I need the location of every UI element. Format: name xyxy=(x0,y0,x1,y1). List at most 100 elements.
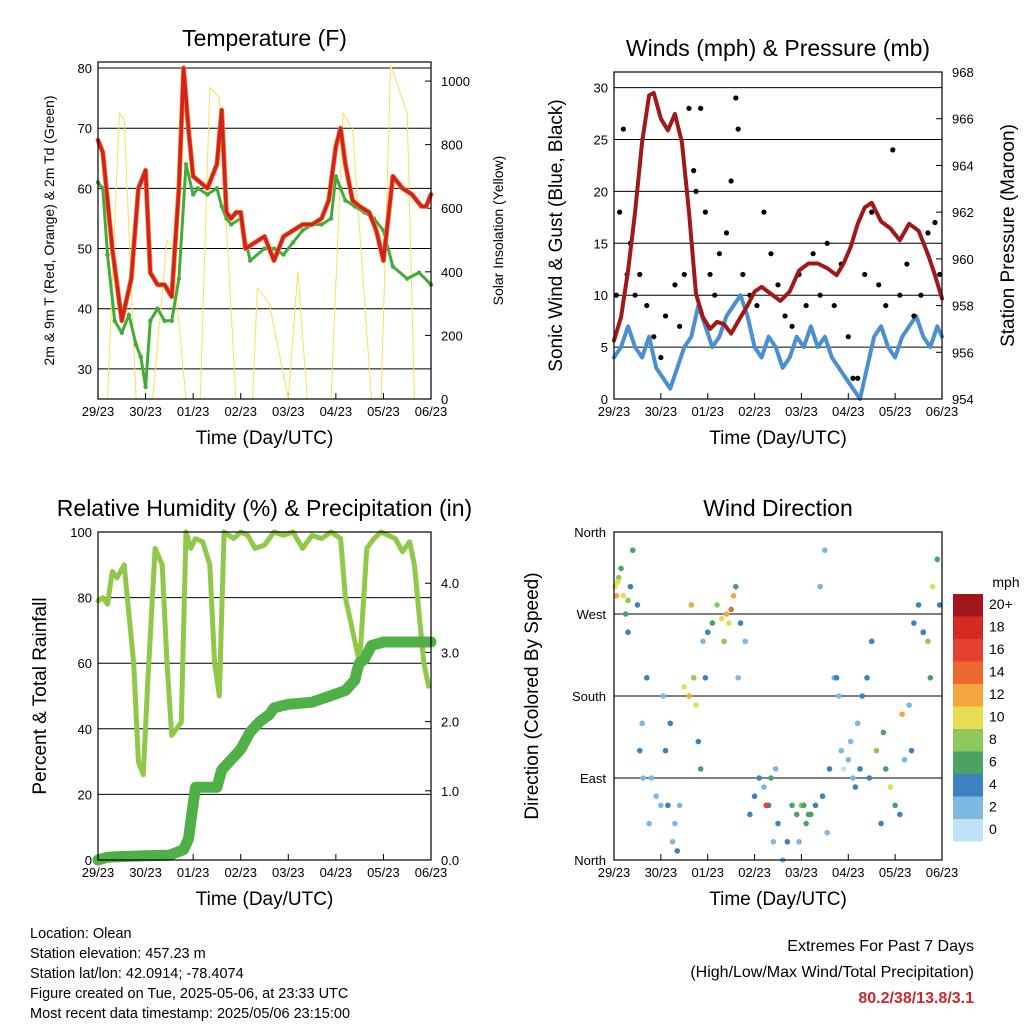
x-tick-label: 04/23 xyxy=(320,404,353,419)
x-tick-label: 03/23 xyxy=(785,865,818,880)
direction-point xyxy=(723,611,730,617)
winds-panel: Winds (mph) & Pressure (mb) 29/23 30/23 01/… xyxy=(546,35,1019,449)
gust-point xyxy=(904,261,910,267)
x-tick-label: 01/23 xyxy=(177,404,210,419)
direction-point xyxy=(845,756,852,763)
chart-title: Winds (mph) & Pressure (mb) xyxy=(626,35,930,61)
gust-point xyxy=(613,292,619,298)
gust-point xyxy=(702,209,708,215)
dewpoint-point xyxy=(155,306,160,311)
plot-frame xyxy=(97,531,432,861)
y-tick-label: 60 xyxy=(78,181,92,196)
x-tick-label: 05/23 xyxy=(879,404,912,419)
gust-point xyxy=(662,313,669,319)
y-tick-label: South xyxy=(572,689,606,704)
x-tick-label: 30/23 xyxy=(129,404,162,419)
figure-created: Figure created on Tue, 2025-05-06, at 23… xyxy=(30,986,349,1002)
direction-point xyxy=(751,793,758,800)
x-tick-label: 04/23 xyxy=(832,865,865,880)
x-tick-label: 30/23 xyxy=(129,865,162,880)
direction-point xyxy=(702,674,709,681)
legend-label: 2 xyxy=(989,799,997,815)
x-tick-label: 06/23 xyxy=(926,865,959,880)
legend-label: 8 xyxy=(989,731,997,747)
dewpoint-point xyxy=(416,270,422,275)
x-tick-label: 02/23 xyxy=(738,865,771,880)
direction-point xyxy=(693,702,699,708)
y-tick-label: 5 xyxy=(601,340,608,355)
gust-point xyxy=(672,282,678,288)
dewpoint-point xyxy=(271,246,277,251)
y-right-tick-label: 956 xyxy=(952,345,974,360)
legend-label: 18 xyxy=(989,619,1005,635)
direction-point xyxy=(613,592,620,599)
direction-point xyxy=(929,583,936,590)
gust-point xyxy=(817,292,823,298)
y-tick-label: 10 xyxy=(594,288,608,303)
gust-point xyxy=(691,168,697,174)
extremes-title: Extremes For Past 7 Days xyxy=(787,938,974,955)
legend-swatch xyxy=(953,616,983,639)
legend-swatch xyxy=(953,639,983,662)
gust-point xyxy=(723,230,730,236)
direction-point xyxy=(897,811,903,818)
legend-label: 20+ xyxy=(989,596,1013,612)
chart-title: Relative Humidity (%) & Precipitation (i… xyxy=(57,495,472,521)
gust-point xyxy=(876,282,882,288)
direction-point xyxy=(805,811,812,818)
chart-title: Wind Direction xyxy=(703,495,853,521)
legend-label: 0 xyxy=(989,821,997,837)
y-right-tick-label: 960 xyxy=(952,252,974,267)
direction-point xyxy=(868,638,875,645)
x-tick-label: 05/23 xyxy=(367,865,400,880)
gust-point xyxy=(686,105,692,111)
gust-point xyxy=(632,292,638,298)
direction-point xyxy=(906,702,912,708)
dewpoint-point xyxy=(333,174,339,179)
direction-point xyxy=(614,579,621,585)
station-info: Location: Olean Station elevation: 457.2… xyxy=(30,924,350,1024)
x-tick-label: 05/23 xyxy=(879,865,912,880)
direction-point xyxy=(726,620,732,626)
x-axis-label: Time (Day/UTC) xyxy=(709,889,847,910)
y-right-tick-label: 1000 xyxy=(441,74,470,89)
y-right-tick-label: 0 xyxy=(441,392,448,407)
y-tick-label: 20 xyxy=(594,184,608,199)
gust-point xyxy=(937,271,943,278)
direction-point xyxy=(852,784,859,790)
gust-point xyxy=(782,313,788,319)
direction-point xyxy=(880,729,887,736)
gust-point xyxy=(754,302,760,309)
direction-point xyxy=(836,693,842,699)
y-right-tick-label: 968 xyxy=(952,65,974,80)
legend-label: 4 xyxy=(989,776,997,792)
gust-point xyxy=(712,292,718,298)
dewpoint-point xyxy=(390,264,396,269)
humidity-panel: Relative Humidity (%) & Precipitation (i… xyxy=(30,495,472,910)
direction-point xyxy=(634,602,641,608)
direction-point xyxy=(709,620,716,626)
direction-point xyxy=(733,583,739,590)
gust-point xyxy=(911,313,917,319)
legend-label: 14 xyxy=(989,664,1005,680)
direction-point xyxy=(770,838,777,845)
legend-label: 16 xyxy=(989,641,1005,657)
gust-point xyxy=(925,230,931,236)
legend-swatch xyxy=(953,661,983,684)
direction-point xyxy=(735,674,741,681)
direction-point xyxy=(700,638,706,645)
direction-point xyxy=(850,775,856,781)
direction-point xyxy=(742,638,748,645)
direction-point xyxy=(847,738,854,745)
direction-point xyxy=(768,775,774,781)
y-tick-label: 25 xyxy=(594,132,608,147)
y-tick-label: 40 xyxy=(78,722,92,737)
y-right-axis-label: Station Pressure (Maroon) xyxy=(998,124,1019,347)
direction-point xyxy=(718,615,725,622)
y-tick-label: West xyxy=(577,607,607,622)
gust-point xyxy=(761,209,767,215)
gust-point xyxy=(883,302,889,309)
y-right-tick-label: 1.0 xyxy=(441,784,459,799)
direction-point xyxy=(789,802,795,809)
y-right-tick-label: 962 xyxy=(952,205,974,220)
